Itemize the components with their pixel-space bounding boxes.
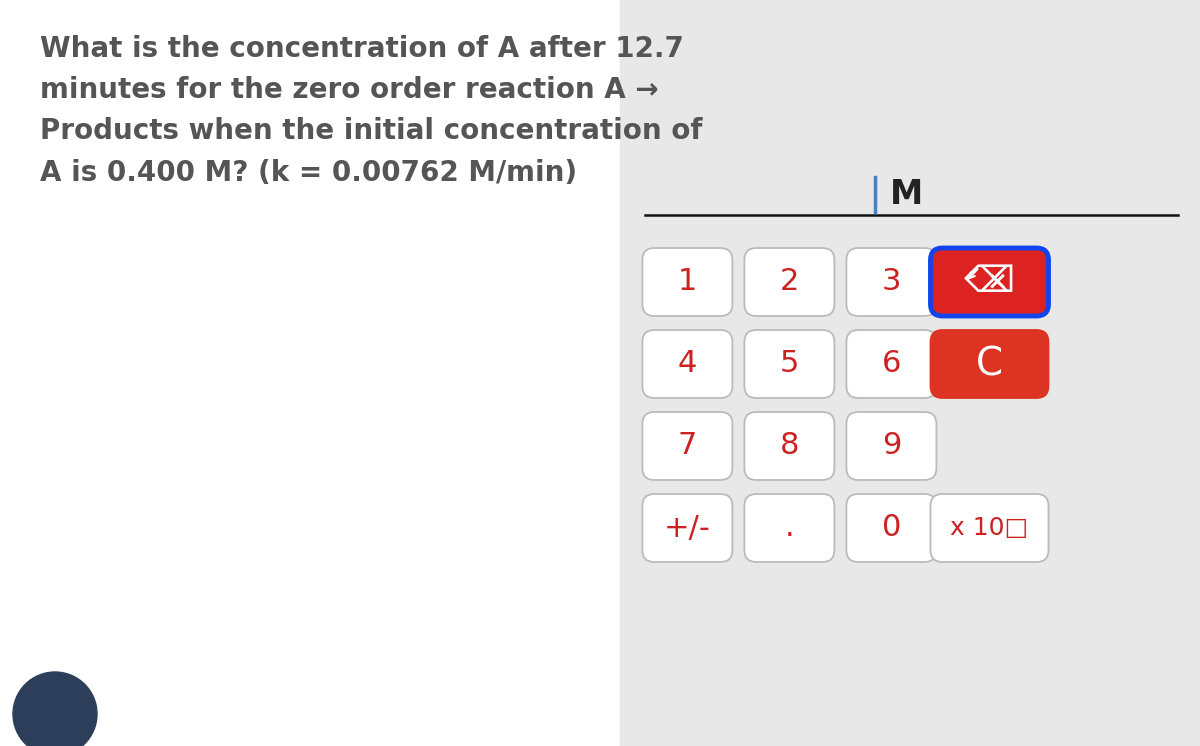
Text: What is the concentration of A after 12.7
minutes for the zero order reaction A : What is the concentration of A after 12.…: [40, 35, 702, 186]
FancyBboxPatch shape: [846, 494, 936, 562]
Text: 2: 2: [780, 268, 799, 296]
FancyBboxPatch shape: [846, 330, 936, 398]
FancyBboxPatch shape: [642, 412, 732, 480]
Text: 8: 8: [780, 431, 799, 460]
Text: +/-: +/-: [664, 513, 710, 542]
FancyBboxPatch shape: [744, 248, 834, 316]
FancyBboxPatch shape: [642, 494, 732, 562]
FancyBboxPatch shape: [846, 412, 936, 480]
Text: 6: 6: [882, 349, 901, 378]
Bar: [620, 0, 1200, 746]
Circle shape: [13, 672, 97, 746]
Text: 3: 3: [882, 268, 901, 296]
Text: 1: 1: [678, 268, 697, 296]
FancyBboxPatch shape: [744, 330, 834, 398]
FancyBboxPatch shape: [930, 248, 1049, 316]
FancyBboxPatch shape: [744, 494, 834, 562]
FancyBboxPatch shape: [846, 248, 936, 316]
Text: C: C: [976, 345, 1003, 383]
FancyBboxPatch shape: [744, 412, 834, 480]
Text: 9: 9: [882, 431, 901, 460]
Text: ⌫: ⌫: [964, 265, 1015, 299]
Text: 5: 5: [780, 349, 799, 378]
Bar: [0, 0, 620, 746]
FancyBboxPatch shape: [642, 330, 732, 398]
Text: .: .: [785, 513, 794, 542]
FancyBboxPatch shape: [642, 248, 732, 316]
FancyBboxPatch shape: [930, 494, 1049, 562]
Text: ×: ×: [986, 270, 1008, 294]
Text: 4: 4: [678, 349, 697, 378]
FancyBboxPatch shape: [930, 330, 1049, 398]
Polygon shape: [961, 264, 1018, 300]
Text: M: M: [889, 178, 923, 212]
Text: 7: 7: [678, 431, 697, 460]
Text: 0: 0: [882, 513, 901, 542]
Text: x 10□: x 10□: [950, 516, 1028, 540]
